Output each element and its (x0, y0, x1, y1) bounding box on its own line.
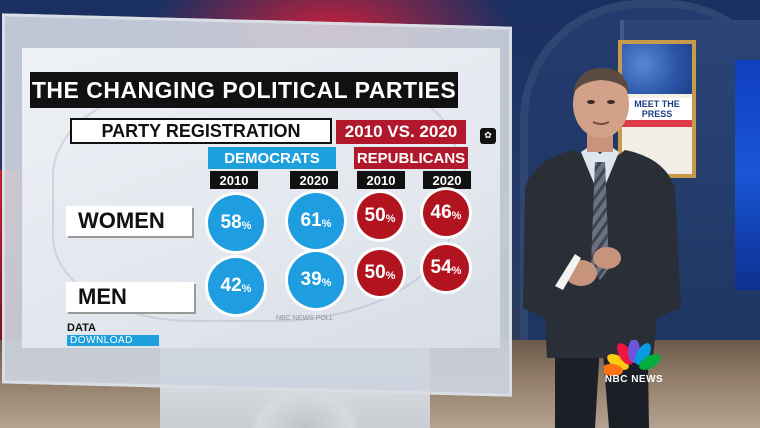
women-dem-2010-circle: 58% (208, 195, 264, 251)
pct-sign: % (385, 212, 396, 225)
studio-map-screen (735, 60, 760, 290)
graphic-title: THE CHANGING POLITICAL PARTIES (30, 72, 458, 108)
democrats-header: DEMOCRATS (208, 147, 336, 169)
value: 58 (220, 212, 242, 233)
meet-the-press-poster: MEET THE PRESS (618, 40, 696, 178)
women-rep-2010-circle: 50% (357, 193, 403, 239)
pct-sign: % (241, 282, 252, 295)
flag-stars (622, 44, 692, 94)
pct-sign: % (321, 217, 332, 230)
year-range-badge: 2010 VS. 2020 (336, 120, 466, 144)
stand-peacock-icon (250, 388, 360, 428)
value: 50 (364, 262, 386, 283)
women-dem-2020-circle: 61% (288, 193, 344, 249)
row-label-men: MEN (66, 282, 194, 312)
women-rep-2020-circle: 46% (423, 190, 469, 236)
data-download-top: DATA (67, 322, 96, 334)
men-dem-2010-circle: 42% (208, 258, 264, 314)
value: 42 (220, 275, 242, 296)
pct-sign: % (385, 269, 396, 282)
nbc-peacock-icon: ✿ (480, 128, 496, 144)
men-rep-2010-circle: 50% (357, 250, 403, 296)
pct-sign: % (451, 209, 462, 222)
graphic-subtitle: PARTY REGISTRATION (70, 118, 332, 144)
pct-sign: % (321, 276, 332, 289)
men-rep-2020-circle: 54% (423, 245, 469, 291)
data-download-bottom: DOWNLOAD (67, 335, 159, 346)
year-rep-2010: 2010 (357, 171, 405, 189)
year-rep-2020: 2020 (423, 171, 471, 189)
value: 61 (300, 210, 322, 231)
year-dem-2010: 2010 (210, 171, 258, 189)
row-label-women: WOMEN (66, 206, 192, 236)
value: 50 (364, 205, 386, 226)
value: 39 (300, 269, 322, 290)
presenter (523, 68, 681, 428)
value: 54 (430, 257, 452, 278)
pct-sign: % (451, 264, 462, 277)
data-download-logo: DATA DOWNLOAD (67, 322, 159, 346)
year-dem-2020: 2020 (290, 171, 338, 189)
men-dem-2020-circle: 39% (288, 252, 344, 308)
pct-sign: % (241, 219, 252, 232)
poll-credit: NBC NEWS POLL (276, 315, 334, 322)
nbc-news-logo-icon (604, 340, 661, 377)
nbc-news-logo-text: NBC NEWS (604, 374, 664, 385)
republicans-header: REPUBLICANS (354, 147, 468, 169)
poster-title: MEET THE PRESS (622, 98, 692, 120)
value: 46 (430, 202, 452, 223)
